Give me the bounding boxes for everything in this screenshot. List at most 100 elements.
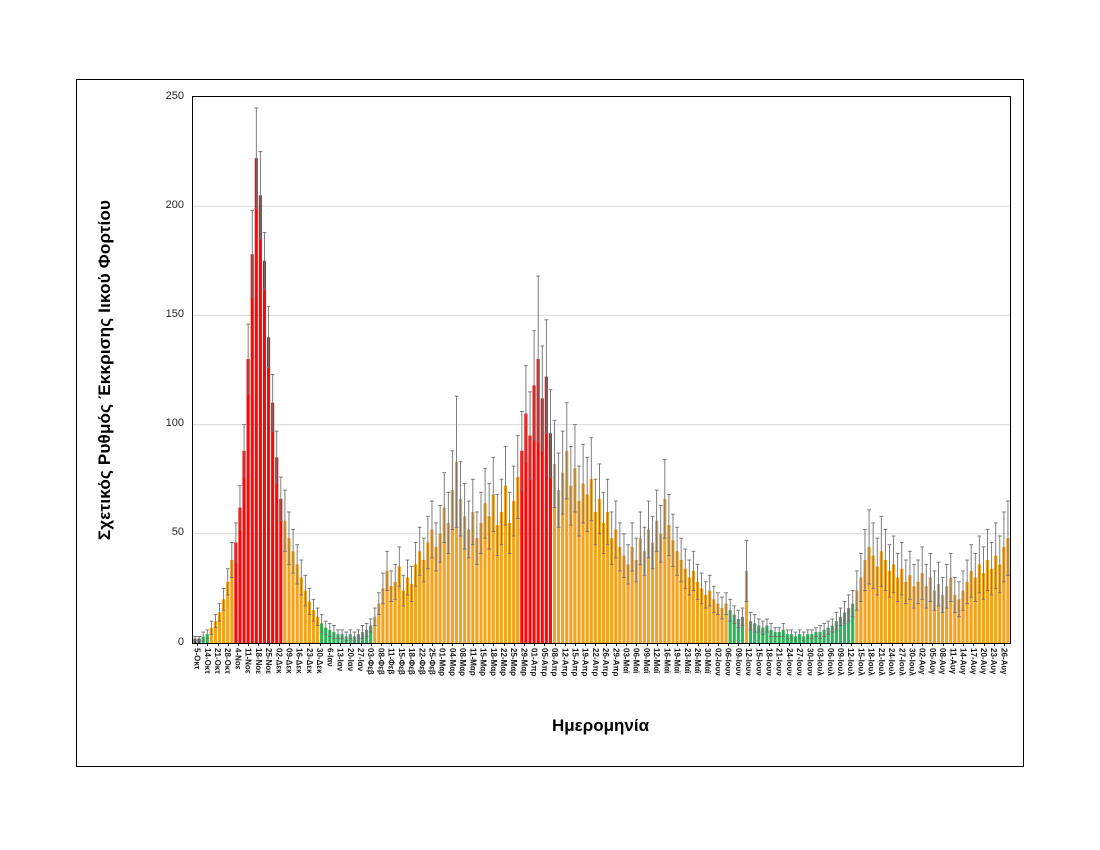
x-tick-mark bbox=[687, 643, 689, 646]
x-tick-mark bbox=[1003, 643, 1005, 646]
bar bbox=[258, 195, 262, 643]
bar bbox=[981, 573, 985, 643]
bar bbox=[994, 555, 998, 643]
bar bbox=[753, 623, 757, 643]
x-tick-mark bbox=[380, 643, 382, 646]
bar bbox=[405, 577, 409, 643]
bar bbox=[724, 603, 728, 643]
bar bbox=[528, 435, 532, 643]
x-tick-mark bbox=[432, 643, 433, 646]
bar bbox=[716, 603, 720, 643]
x-tick-mark bbox=[993, 643, 995, 646]
bar bbox=[736, 618, 740, 643]
x-tick-mark bbox=[860, 643, 862, 646]
bar bbox=[1006, 538, 1010, 643]
x-tick-label: 18-Φεβ bbox=[407, 648, 417, 675]
x-tick-label: 21-Οκτ bbox=[213, 648, 222, 674]
bar-chart bbox=[193, 107, 1010, 643]
x-tick-mark bbox=[319, 643, 321, 646]
x-tick-mark bbox=[932, 643, 934, 646]
x-tick-mark bbox=[329, 643, 331, 646]
bar bbox=[638, 538, 642, 643]
bar bbox=[606, 511, 610, 643]
bar bbox=[847, 608, 851, 643]
bar bbox=[679, 560, 683, 643]
x-tick-mark bbox=[820, 643, 822, 646]
x-tick-mark bbox=[248, 643, 250, 646]
bar bbox=[985, 560, 990, 643]
bar bbox=[749, 621, 753, 643]
x-tick-mark bbox=[411, 643, 413, 646]
bar bbox=[871, 555, 875, 643]
x-tick-mark bbox=[227, 643, 229, 646]
bar bbox=[291, 551, 295, 643]
bar bbox=[585, 494, 589, 643]
bar bbox=[234, 542, 238, 643]
x-tick-mark bbox=[544, 643, 546, 646]
bar bbox=[1002, 546, 1006, 643]
x-axis-title: Ημερομηνία bbox=[551, 716, 650, 735]
bar bbox=[957, 599, 961, 643]
x-tick-mark bbox=[840, 643, 842, 646]
x-tick-label: 11-Μαρ bbox=[468, 648, 478, 676]
x-tick-label: 25-Νοε bbox=[264, 648, 274, 675]
bar bbox=[557, 490, 561, 643]
x-tick-label: 06-Μαϊ bbox=[631, 648, 641, 674]
bar bbox=[479, 522, 483, 643]
bar bbox=[830, 625, 834, 643]
bar bbox=[695, 581, 700, 643]
bar bbox=[299, 577, 303, 643]
bar bbox=[936, 584, 941, 643]
bar bbox=[303, 590, 307, 643]
x-tick-mark bbox=[370, 643, 372, 646]
bar bbox=[941, 594, 945, 643]
bar bbox=[834, 621, 838, 643]
x-tick-label: 21-Ιουν bbox=[774, 648, 784, 676]
bar bbox=[597, 498, 601, 643]
bar bbox=[508, 522, 512, 643]
bar bbox=[540, 398, 544, 643]
bar bbox=[369, 625, 373, 643]
y-tick-label: 200 bbox=[165, 198, 184, 211]
bar bbox=[953, 594, 957, 643]
x-tick-mark bbox=[217, 643, 219, 646]
x-tick-mark bbox=[554, 643, 556, 646]
x-tick-mark bbox=[421, 643, 423, 646]
x-tick-mark bbox=[779, 643, 781, 646]
bar bbox=[463, 516, 467, 643]
bar bbox=[842, 612, 847, 643]
bar bbox=[663, 498, 667, 643]
bar bbox=[254, 158, 258, 643]
bar bbox=[990, 568, 994, 643]
x-tick-label: 14-Αυγ bbox=[958, 648, 968, 675]
bar bbox=[577, 501, 581, 643]
x-tick-mark bbox=[278, 643, 280, 646]
x-tick-label: 02-Ιουν bbox=[713, 648, 723, 676]
x-tick-label: 30-Ιουν bbox=[805, 648, 815, 676]
bar bbox=[593, 511, 597, 643]
x-tick-label: 09-Μαϊ bbox=[642, 648, 651, 674]
x-tick-label: 28-Οκτ bbox=[223, 648, 233, 674]
x-tick-label: 05-Απρ bbox=[539, 648, 549, 677]
bar bbox=[691, 570, 695, 643]
x-tick-label: 4-Νοε bbox=[233, 648, 243, 670]
x-tick-label: 30-Ιουλ bbox=[907, 648, 917, 676]
x-tick-label: 12-Απρ bbox=[560, 648, 570, 677]
x-tick-mark bbox=[564, 643, 566, 646]
bar bbox=[720, 608, 724, 643]
bar bbox=[409, 584, 414, 643]
x-tick-label: 29-Απρ bbox=[611, 648, 621, 677]
x-tick-mark bbox=[963, 643, 964, 646]
x-tick-label: 11-Φεβ bbox=[386, 648, 396, 675]
bar bbox=[320, 623, 324, 643]
x-tick-mark bbox=[728, 643, 730, 646]
bar bbox=[622, 555, 626, 643]
x-tick-mark bbox=[309, 643, 311, 646]
x-tick-mark bbox=[360, 643, 362, 646]
bar bbox=[512, 501, 516, 643]
x-tick-label: 5-Οκτ bbox=[192, 648, 202, 670]
x-tick-mark bbox=[391, 643, 393, 646]
bar bbox=[712, 599, 716, 643]
x-tick-mark bbox=[493, 643, 495, 646]
x-tick-label: 27-Ιουν bbox=[795, 648, 805, 676]
